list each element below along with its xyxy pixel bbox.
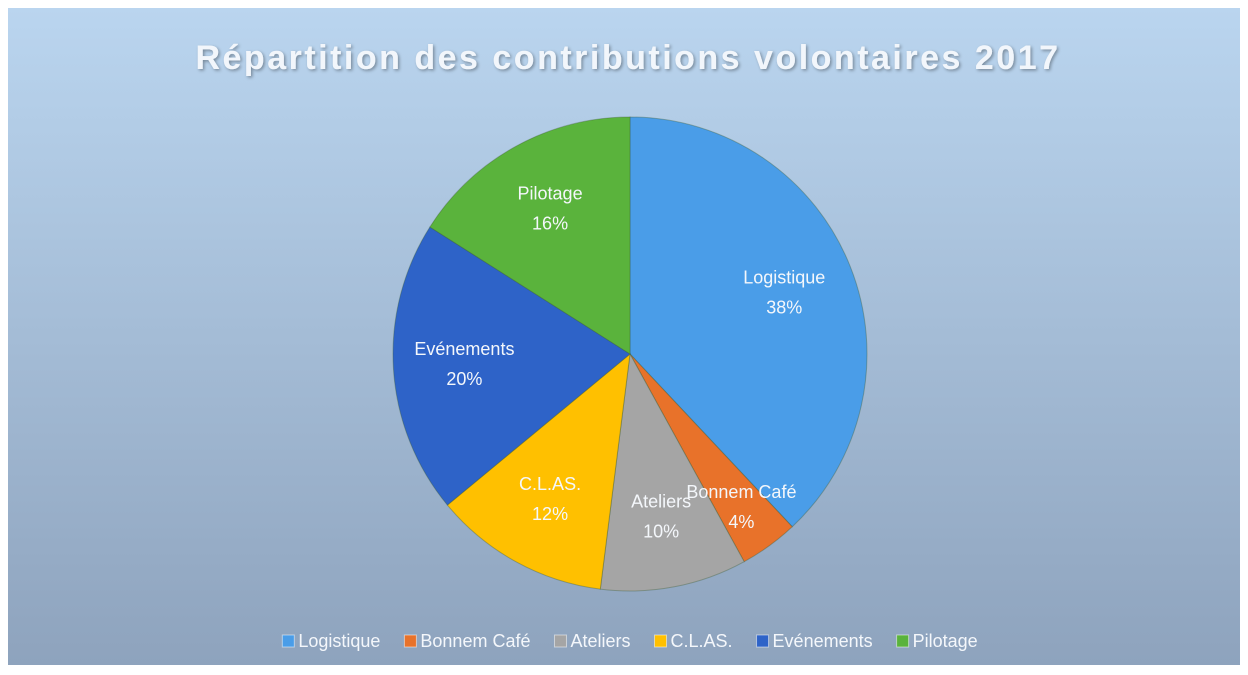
chart-title: Répartition des contributions volontaire… [195, 39, 1060, 77]
pie-slice [429, 116, 631, 355]
legend-item: Evénements [756, 631, 873, 651]
data-label-name: C.L.AS. [519, 474, 581, 494]
legend: Logistique Bonnem Café Ateliers C.L.AS. Evén… [281, 631, 978, 651]
data-label-value: 4% [728, 512, 754, 532]
data-labels: Logistique 38% Bonnem Café 4% Ateliers 10% C.L… [414, 183, 825, 541]
data-label-value: 12% [532, 504, 568, 524]
data-label-name: Evénements [414, 339, 514, 359]
legend-label: Logistique [298, 631, 380, 651]
legend-item: Ateliers [553, 631, 631, 651]
pie-slice [629, 116, 868, 528]
pie [392, 116, 868, 592]
legend-item: Bonnem Café [403, 631, 530, 651]
legend-item: Logistique [281, 631, 380, 651]
pie-slice [392, 226, 631, 506]
data-label-value: 16% [532, 213, 568, 233]
legend-label: Pilotage [913, 631, 978, 651]
pie-slice [599, 352, 745, 592]
data-label-name: Logistique [743, 268, 825, 288]
data-label-name: Ateliers [631, 492, 691, 512]
legend-label: C.L.AS. [671, 631, 733, 651]
legend-swatch [654, 634, 668, 648]
data-label-name: Bonnem Café [686, 482, 796, 502]
data-label-value: 38% [766, 298, 802, 318]
data-label-value: 10% [643, 522, 679, 542]
pie-slice [629, 353, 793, 563]
legend-label: Bonnem Café [420, 631, 530, 651]
legend-item: Pilotage [896, 631, 978, 651]
data-label-name: Pilotage [518, 183, 583, 203]
legend-swatch [896, 634, 910, 648]
legend-swatch [756, 634, 770, 648]
legend-item: C.L.AS. [654, 631, 733, 651]
legend-swatch [553, 634, 567, 648]
legend-swatch [403, 634, 417, 648]
data-label-value: 20% [446, 369, 482, 389]
legend-label: Evénements [773, 631, 873, 651]
pie-slice [446, 352, 631, 590]
legend-label: Ateliers [570, 631, 630, 651]
legend-swatch [281, 634, 295, 648]
